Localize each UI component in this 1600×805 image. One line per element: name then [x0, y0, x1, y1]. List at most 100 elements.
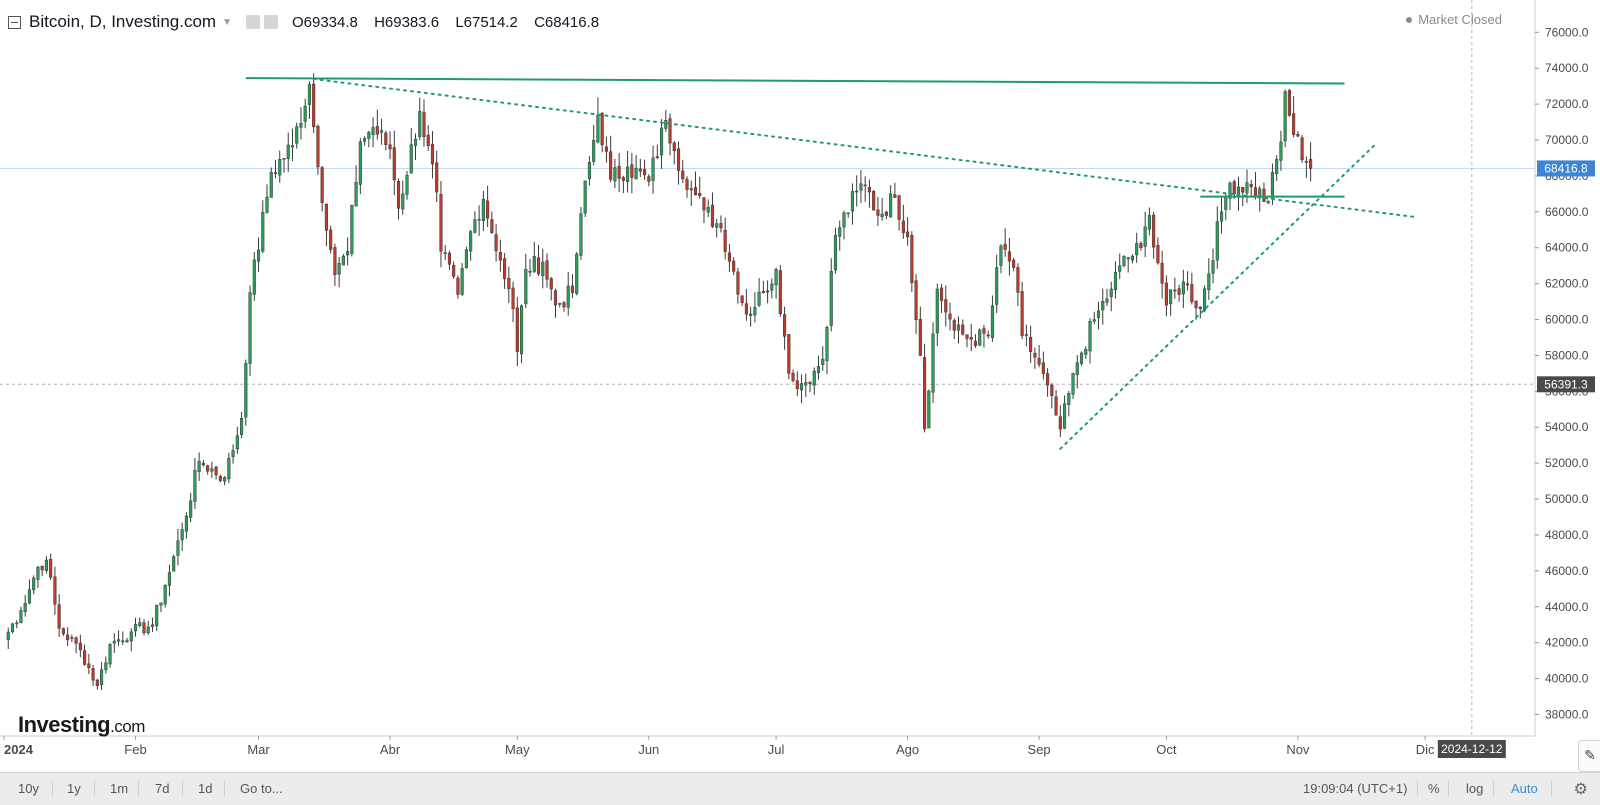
x-tick-label: Abr	[380, 742, 401, 757]
y-tick-label: 72000.0	[1545, 97, 1589, 111]
candle	[159, 602, 163, 613]
candle	[1190, 272, 1194, 305]
candle	[371, 117, 375, 148]
range-1d-button[interactable]: 1d	[198, 781, 213, 796]
candle-body	[15, 622, 19, 625]
percent-scale-toggle[interactable]: %	[1428, 781, 1440, 796]
y-tick-label: 54000.0	[1545, 420, 1589, 434]
x-tick-label: May	[505, 742, 530, 757]
candle-body	[422, 111, 426, 137]
gear-icon[interactable]: ⚙	[1573, 781, 1588, 798]
candle	[545, 253, 549, 288]
candle	[494, 224, 498, 262]
candle-body	[1287, 90, 1291, 116]
candle-body	[1219, 211, 1224, 222]
collapse-icon[interactable]	[8, 15, 21, 29]
candle	[532, 241, 536, 273]
candle-body	[702, 197, 706, 211]
candle	[1300, 135, 1304, 163]
candle	[1067, 390, 1071, 417]
candle	[23, 595, 27, 617]
goto-date-button[interactable]: Go to...	[240, 781, 283, 796]
candle-body	[78, 642, 82, 651]
chevron-down-icon[interactable]: ▼	[222, 16, 232, 28]
candle	[749, 306, 753, 327]
candle	[897, 194, 901, 231]
candle	[252, 251, 256, 301]
candle	[15, 620, 19, 629]
candle	[978, 328, 982, 347]
candle	[1122, 255, 1126, 268]
candle-body	[354, 181, 358, 207]
price-chart[interactable]: 2024 Feb Mar Abr May Jun Jul Ago Sep Oct Nov Dic 38…	[0, 0, 1600, 772]
crosshair-price-tag-label: 56391.3	[1544, 377, 1588, 391]
candle	[524, 253, 528, 308]
candle-body	[906, 231, 910, 238]
candle	[1062, 395, 1067, 430]
candle	[452, 261, 456, 280]
candle-body	[698, 193, 702, 196]
candle	[1152, 211, 1156, 259]
trendlines[interactable]	[245, 77, 1418, 450]
candle-body	[706, 206, 710, 213]
range-1y-button[interactable]: 1y	[67, 781, 81, 796]
candle	[570, 274, 575, 299]
candle-body	[528, 271, 532, 273]
chart-title[interactable]: Bitcoin, D, Investing.com	[29, 12, 217, 31]
candle	[829, 258, 833, 332]
log-scale-toggle[interactable]: log	[1466, 781, 1484, 796]
auto-scale-toggle[interactable]: Auto	[1511, 781, 1538, 796]
crosshair-date-tag-label: 2024-12-12	[1441, 742, 1503, 756]
candle-body	[116, 639, 121, 642]
candle	[129, 628, 133, 652]
candle-body	[346, 251, 350, 256]
last-price-tag-bg	[1537, 160, 1595, 177]
candle	[774, 267, 778, 299]
candle-body	[1075, 362, 1079, 375]
candle-body	[1012, 259, 1016, 268]
candle-body	[363, 138, 367, 142]
candle-body	[872, 191, 876, 211]
candle	[766, 280, 770, 304]
range-10y-button[interactable]: 10y	[18, 781, 39, 796]
candle	[295, 122, 299, 149]
settings-icon[interactable]	[263, 15, 278, 29]
candle	[240, 411, 244, 439]
candle-body	[248, 292, 252, 364]
eye-icon[interactable]	[245, 15, 260, 29]
candle-body	[600, 112, 604, 146]
candle-body	[201, 462, 205, 466]
range-7d-button[interactable]: 7d	[155, 781, 170, 796]
candle-body	[583, 180, 587, 214]
candle	[867, 179, 871, 208]
candle-body	[855, 190, 859, 193]
candle	[935, 283, 939, 347]
candle-body	[388, 144, 392, 150]
candle-body	[507, 278, 511, 290]
candle	[6, 627, 10, 650]
candle	[1202, 285, 1207, 313]
drawing-tools-button[interactable]: ✎	[1578, 740, 1600, 772]
range-1m-button[interactable]: 1m	[110, 781, 129, 796]
candle	[473, 211, 477, 234]
candle	[223, 476, 227, 486]
candle-body	[995, 267, 999, 305]
candle-body	[1135, 243, 1139, 256]
candle-body	[6, 631, 10, 640]
candle	[795, 371, 799, 397]
candle	[931, 322, 935, 403]
bottom-toolbar: 10y 1y 1m 7d 1d Go to... 19:09:04 (UTC+1…	[0, 772, 1600, 805]
candle-body	[244, 363, 248, 418]
candle-body	[770, 283, 774, 291]
candle	[363, 136, 367, 146]
candle-body	[265, 196, 269, 213]
candle	[884, 210, 888, 220]
divider	[1417, 781, 1418, 796]
divider	[138, 781, 139, 796]
candle	[367, 130, 371, 148]
candle	[715, 218, 719, 238]
market-status-label: Market Closed	[1418, 12, 1502, 27]
candle	[761, 280, 765, 294]
candle-body	[999, 245, 1003, 266]
candle-body	[956, 324, 961, 331]
